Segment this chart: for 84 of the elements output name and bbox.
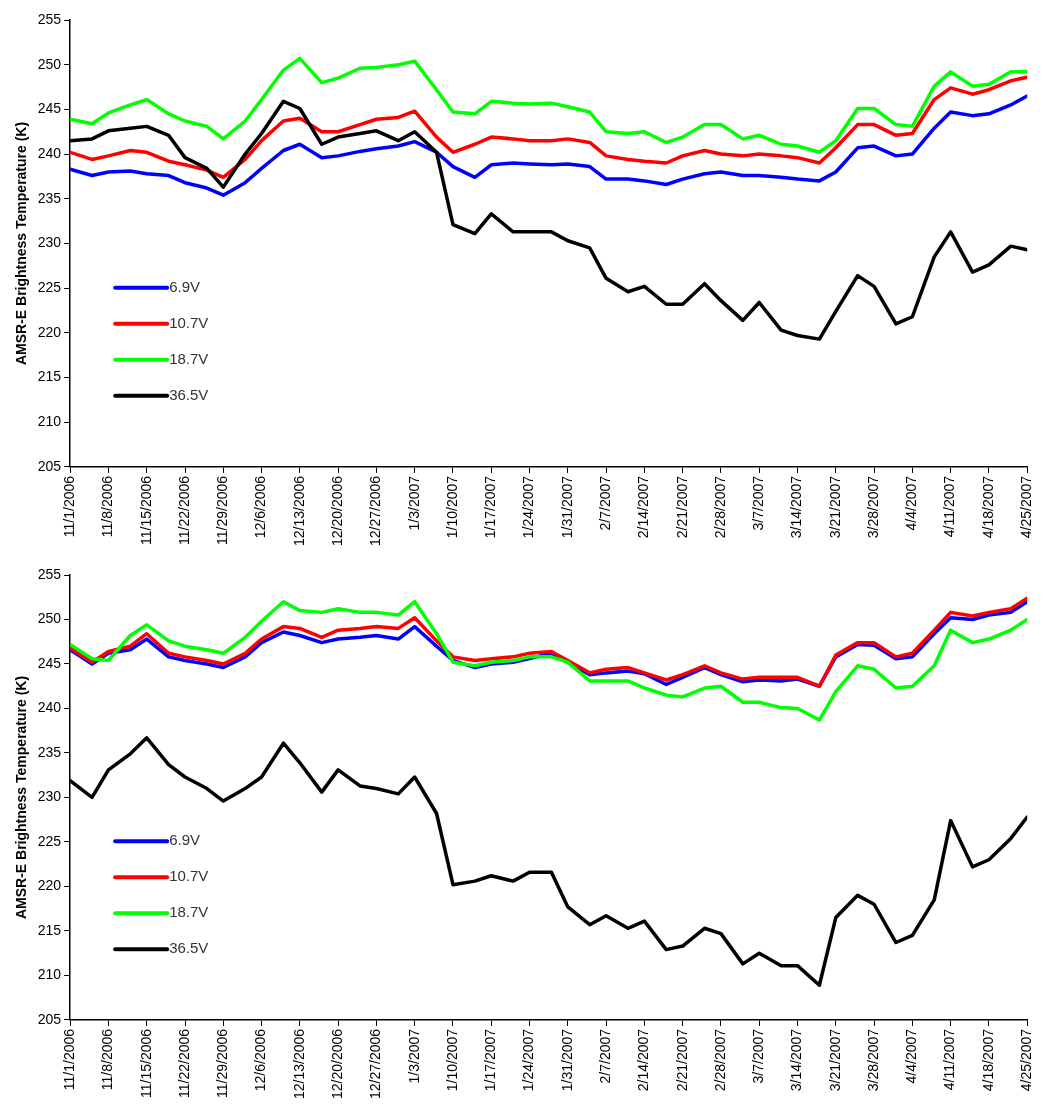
x-tick-label: 12/20/2006 — [328, 475, 345, 547]
x-tick-label: 2/14/2007 — [635, 1028, 652, 1092]
x-tick-label: 11/29/2006 — [214, 475, 231, 545]
y-tick-label: 225 — [37, 832, 62, 849]
x-tick-label: 11/29/2006 — [214, 1028, 231, 1098]
x-tick-label: 11/15/2006 — [137, 1028, 154, 1098]
y-tick-label: 205 — [37, 1010, 62, 1027]
x-tick-label: 11/1/2006 — [61, 475, 78, 538]
y-tick-label: 230 — [37, 234, 62, 251]
x-tick-label: 2/21/2007 — [673, 1028, 690, 1092]
y-tick-label: 255 — [37, 565, 62, 582]
x-tick-label: 4/25/2007 — [1018, 475, 1035, 539]
x-tick-label: 4/11/2007 — [941, 1028, 958, 1091]
x-tick-label: 1/24/2007 — [520, 475, 537, 539]
x-tick-label: 2/28/2007 — [711, 475, 728, 539]
x-tick-label: 3/14/2007 — [788, 475, 805, 539]
x-tick-label: 11/8/2006 — [99, 1028, 116, 1091]
x-tick-label: 12/20/2006 — [328, 1028, 345, 1100]
x-tick-label: 12/13/2006 — [290, 1028, 307, 1100]
y-tick-label: 255 — [37, 10, 62, 27]
y-tick-label: 250 — [37, 55, 62, 72]
legend-label: 10.7V — [169, 313, 209, 331]
x-tick-label: 1/3/2007 — [405, 1028, 422, 1084]
x-tick-label: 1/10/2007 — [443, 475, 460, 539]
y-tick-label: 220 — [37, 877, 62, 894]
x-tick-label: 2/7/2007 — [596, 475, 613, 531]
y-tick-label: 245 — [37, 100, 62, 117]
y-tick-label: 210 — [37, 413, 62, 430]
legend-label: 6.9V — [169, 277, 201, 295]
x-tick-label: 1/31/2007 — [558, 1028, 575, 1092]
y-tick-label: 205 — [37, 457, 62, 474]
x-tick-label: 4/4/2007 — [903, 1028, 920, 1084]
x-tick-label: 1/24/2007 — [520, 1028, 537, 1092]
x-tick-label: 12/6/2006 — [252, 475, 269, 539]
x-tick-label: 12/27/2006 — [367, 1028, 384, 1100]
y-axis-title: AMSR-E Brightness Temperature (K) — [13, 675, 30, 920]
x-tick-label: 1/31/2007 — [558, 475, 575, 539]
y-tick-label: 240 — [37, 144, 62, 161]
y-tick-label: 230 — [37, 788, 62, 805]
x-tick-label: 2/14/2007 — [635, 475, 652, 539]
legend-label: 36.5V — [169, 939, 209, 957]
x-tick-label: 3/28/2007 — [864, 475, 881, 539]
x-tick-label: 4/25/2007 — [1018, 1028, 1035, 1092]
legend-label: 18.7V — [169, 349, 209, 367]
y-tick-label: 215 — [37, 368, 62, 385]
x-tick-label: 2/21/2007 — [673, 475, 690, 539]
x-tick-label: 3/21/2007 — [826, 1028, 843, 1092]
x-tick-label: 11/22/2006 — [175, 475, 192, 545]
y-axis-title: AMSR-E Brightness Temperature (K) — [13, 121, 30, 366]
x-tick-label: 3/28/2007 — [864, 1028, 881, 1092]
x-tick-label: 1/17/2007 — [482, 1028, 499, 1092]
x-tick-label: 3/7/2007 — [750, 475, 767, 531]
y-tick-label: 250 — [37, 610, 62, 627]
x-tick-label: 2/7/2007 — [596, 1028, 613, 1084]
x-tick-label: 11/8/2006 — [99, 475, 116, 538]
legend-label: 10.7V — [169, 867, 209, 885]
x-tick-label: 11/1/2006 — [61, 1028, 78, 1091]
y-tick-label: 235 — [37, 743, 62, 760]
legend-label: 6.9V — [169, 831, 201, 849]
y-tick-label: 210 — [37, 966, 62, 983]
y-tick-label: 235 — [37, 189, 62, 206]
y-tick-label: 215 — [37, 921, 62, 938]
x-tick-label: 1/17/2007 — [482, 475, 499, 539]
x-tick-label: 12/6/2006 — [252, 1028, 269, 1092]
x-tick-label: 4/18/2007 — [979, 1028, 996, 1092]
x-tick-label: 1/10/2007 — [443, 1028, 460, 1092]
y-tick-label: 220 — [37, 323, 62, 340]
x-tick-label: 2/28/2007 — [711, 1028, 728, 1092]
x-tick-label: 11/22/2006 — [175, 1028, 192, 1098]
x-tick-label: 12/13/2006 — [290, 475, 307, 547]
x-tick-label: 1/3/2007 — [405, 475, 422, 531]
x-tick-label: 11/15/2006 — [137, 475, 154, 545]
x-tick-label: 3/14/2007 — [788, 1028, 805, 1092]
y-tick-label: 245 — [37, 654, 62, 671]
legend-label: 36.5V — [169, 385, 209, 403]
legend-label: 18.7V — [169, 903, 209, 921]
x-tick-label: 4/4/2007 — [903, 475, 920, 531]
x-tick-label: 12/27/2006 — [367, 475, 384, 547]
x-tick-label: 3/21/2007 — [826, 475, 843, 539]
y-tick-label: 240 — [37, 699, 62, 716]
x-tick-label: 4/11/2007 — [941, 475, 958, 538]
x-tick-label: 4/18/2007 — [979, 475, 996, 539]
x-tick-label: 3/7/2007 — [750, 1028, 767, 1084]
y-tick-label: 225 — [37, 279, 62, 296]
